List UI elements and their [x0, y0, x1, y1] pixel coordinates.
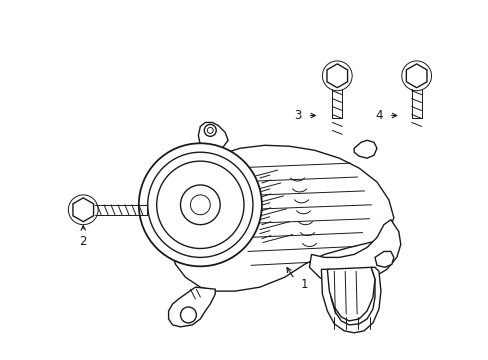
Polygon shape: [406, 64, 426, 88]
Circle shape: [156, 161, 244, 248]
Polygon shape: [326, 267, 374, 321]
Polygon shape: [145, 180, 165, 239]
Text: 2: 2: [80, 235, 87, 248]
Circle shape: [207, 127, 213, 133]
Polygon shape: [168, 287, 215, 327]
Polygon shape: [165, 145, 393, 291]
Text: 3: 3: [293, 109, 301, 122]
Text: 1: 1: [300, 278, 307, 291]
Circle shape: [204, 125, 216, 136]
Polygon shape: [309, 220, 400, 287]
Polygon shape: [73, 198, 93, 222]
Polygon shape: [353, 140, 376, 158]
Polygon shape: [321, 267, 380, 333]
Polygon shape: [374, 251, 393, 267]
Circle shape: [147, 152, 252, 257]
Circle shape: [401, 61, 431, 91]
Polygon shape: [326, 64, 347, 88]
Circle shape: [180, 185, 220, 225]
Circle shape: [68, 195, 98, 225]
Text: 4: 4: [374, 109, 382, 122]
Circle shape: [139, 143, 262, 266]
Polygon shape: [198, 122, 228, 150]
Polygon shape: [150, 192, 163, 231]
Circle shape: [180, 307, 196, 323]
Circle shape: [190, 195, 210, 215]
Circle shape: [322, 61, 351, 91]
